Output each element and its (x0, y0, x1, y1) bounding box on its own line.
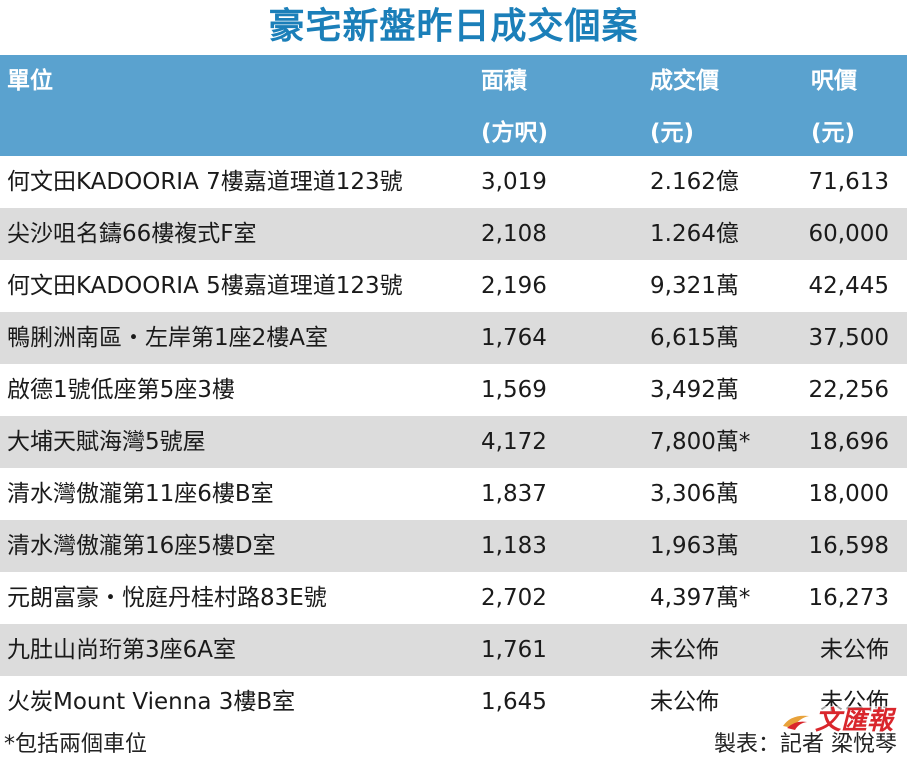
table-row: 啟德1號低座第5座3樓 1,569 3,492萬 22,256 (0, 364, 907, 416)
cell-area: 1,837 (481, 481, 547, 507)
header-psf: 呎價 (811, 68, 857, 94)
cell-price: 4,397萬* (650, 585, 751, 611)
cell-psf: 37,500 (808, 325, 889, 351)
cell-price: 3,306萬 (650, 481, 739, 507)
cell-area: 3,019 (481, 169, 547, 195)
table-row: 清水灣傲瀧第11座6樓B室 1,837 3,306萬 18,000 (0, 468, 907, 520)
cell-unit: 九肚山尚珩第3座6A室 (7, 637, 237, 663)
page-title: 豪宅新盤昨日成交個案 (268, 6, 639, 47)
cell-psf: 18,696 (808, 429, 889, 455)
cell-price: 3,492萬 (650, 377, 739, 403)
cell-price: 未公佈 (650, 637, 719, 663)
header-unit: 單位 (7, 68, 53, 94)
cell-price: 9,321萬 (650, 273, 739, 299)
cell-psf: 60,000 (808, 221, 889, 247)
cell-price: 未公佈 (650, 689, 719, 715)
cell-unit: 大埔天賦海灣5號屋 (7, 429, 206, 455)
cell-price: 2.162億 (650, 169, 739, 195)
cell-psf: 18,000 (808, 481, 889, 507)
table-row: 何文田KADOORIA 5樓嘉道理道123號 2,196 9,321萬 42,4… (0, 260, 907, 312)
cell-psf: 未公佈 (820, 637, 889, 663)
cell-unit: 元朗富豪・悅庭丹桂村路83E號 (7, 585, 327, 611)
table-row: 元朗富豪・悅庭丹桂村路83E號 2,702 4,397萬* 16,273 (0, 572, 907, 624)
cell-price: 6,615萬 (650, 325, 739, 351)
cell-psf: 16,598 (808, 533, 889, 559)
table-row: 火炭Mount Vienna 3樓B室 1,645 未公佈 未公佈 (0, 676, 907, 728)
cell-price: 7,800萬* (650, 429, 751, 455)
table-row: 九肚山尚珩第3座6A室 1,761 未公佈 未公佈 (0, 624, 907, 676)
cell-area: 2,108 (481, 221, 547, 247)
cell-unit: 火炭Mount Vienna 3樓B室 (7, 689, 296, 715)
cell-unit: 鴨脷洲南區・左岸第1座2樓A室 (7, 325, 329, 351)
cell-unit: 清水灣傲瀧第11座6樓B室 (7, 481, 274, 507)
wenweipo-logo-icon (781, 710, 811, 732)
cell-psf: 22,256 (808, 377, 889, 403)
header-area: 面積 (481, 68, 527, 94)
logo-text: 文匯報 (814, 706, 893, 736)
cell-unit: 啟德1號低座第5座3樓 (7, 377, 235, 403)
footer: *包括兩個車位 製表：記者 梁悅琴 (0, 728, 907, 762)
cell-psf: 16,273 (808, 585, 889, 611)
table-row: 尖沙咀名鑄66樓複式F室 2,108 1.264億 60,000 (0, 208, 907, 260)
table-header: 單位 面積 (方呎) 成交價 (元) 呎價 (元) (0, 55, 907, 156)
header-area-unit: (方呎) (481, 120, 549, 146)
cell-area: 1,569 (481, 377, 547, 403)
publisher-logo: 文匯報 (781, 706, 893, 736)
cell-area: 4,172 (481, 429, 547, 455)
table-row: 鴨脷洲南區・左岸第1座2樓A室 1,764 6,615萬 37,500 (0, 312, 907, 364)
cell-unit: 何文田KADOORIA 7樓嘉道理道123號 (7, 169, 403, 195)
cell-unit: 何文田KADOORIA 5樓嘉道理道123號 (7, 273, 403, 299)
cell-area: 2,702 (481, 585, 547, 611)
cell-unit: 尖沙咀名鑄66樓複式F室 (7, 221, 257, 247)
cell-area: 1,183 (481, 533, 547, 559)
header-price-unit: (元) (650, 120, 695, 146)
credit: 製表：記者 梁悅琴 (714, 732, 897, 757)
cell-area: 1,764 (481, 325, 547, 351)
cell-price: 1,963萬 (650, 533, 739, 559)
cell-unit: 清水灣傲瀧第16座5樓D室 (7, 533, 276, 559)
cell-price: 1.264億 (650, 221, 739, 247)
cell-area: 2,196 (481, 273, 547, 299)
cell-psf: 42,445 (808, 273, 889, 299)
table-row: 何文田KADOORIA 7樓嘉道理道123號 3,019 2.162億 71,6… (0, 156, 907, 208)
cell-area: 1,761 (481, 637, 547, 663)
table-row: 清水灣傲瀧第16座5樓D室 1,183 1,963萬 16,598 (0, 520, 907, 572)
header-price: 成交價 (650, 68, 719, 94)
cell-psf: 71,613 (808, 169, 889, 195)
header-psf-unit: (元) (811, 120, 856, 146)
cell-area: 1,645 (481, 689, 547, 715)
transactions-table: 單位 面積 (方呎) 成交價 (元) 呎價 (元) 何文田KADOORIA 7樓… (0, 55, 907, 728)
footnote: *包括兩個車位 (4, 732, 148, 757)
table-row: 大埔天賦海灣5號屋 4,172 7,800萬* 18,696 (0, 416, 907, 468)
